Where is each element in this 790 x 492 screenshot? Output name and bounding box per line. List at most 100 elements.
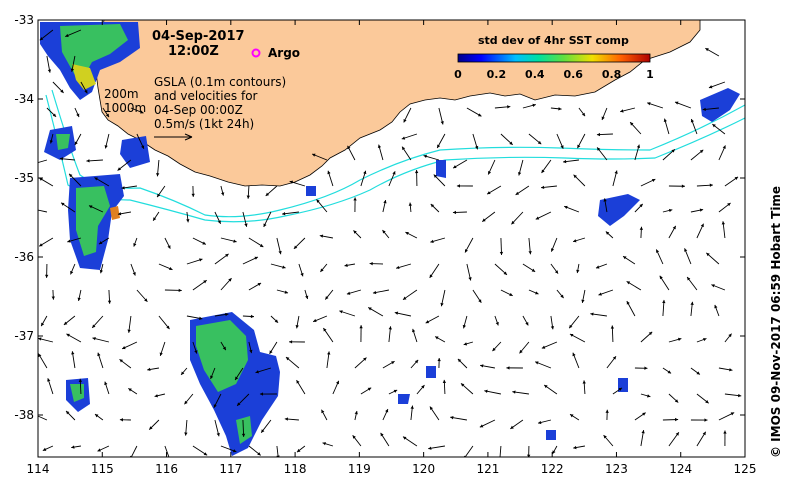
velocity-arrow <box>326 351 331 369</box>
velocity-arrow <box>220 445 237 453</box>
velocity-arrow <box>662 208 673 213</box>
velocity-arrow <box>408 202 412 213</box>
velocity-arrow <box>410 405 414 421</box>
velocity-arrow <box>382 408 389 421</box>
velocity-arrow <box>395 263 412 270</box>
velocity-arrow <box>213 393 222 408</box>
velocity-arrow <box>40 315 48 327</box>
velocity-arrow <box>416 384 425 395</box>
velocity-arrow <box>543 384 558 395</box>
velocity-arrow <box>494 105 511 109</box>
velocity-arrow <box>46 55 52 73</box>
velocity-arrow <box>696 223 704 239</box>
x-tick-label: 123 <box>605 462 628 476</box>
velocity-arrow <box>186 211 190 223</box>
velocity-arrow <box>634 203 644 213</box>
velocity-arrow <box>248 341 253 354</box>
velocity-arrow <box>405 231 418 239</box>
velocity-arrow <box>38 415 48 421</box>
velocity-arrow <box>412 328 418 343</box>
velocity-arrow <box>668 184 685 188</box>
velocity-arrow <box>220 277 232 291</box>
velocity-arrow <box>332 380 340 395</box>
velocity-arrow <box>360 170 367 187</box>
velocity-arrow <box>573 174 586 187</box>
velocity-arrow <box>104 133 110 149</box>
velocity-arrow <box>401 133 418 140</box>
velocity-arrow <box>541 159 552 174</box>
velocity-arrow <box>552 445 558 455</box>
velocity-arrow <box>147 367 159 372</box>
gsla-line-4: 0.5m/s (1kt 24h) <box>154 117 254 131</box>
velocity-arrow <box>626 300 636 317</box>
velocity-arrow <box>191 185 195 197</box>
velocity-arrow <box>601 107 608 121</box>
velocity-arrow <box>603 434 614 447</box>
velocity-arrow <box>377 144 384 161</box>
velocity-arrow <box>248 237 264 248</box>
velocity-arrow <box>550 315 555 330</box>
velocity-arrow <box>319 234 334 239</box>
velocity-arrow <box>403 107 412 123</box>
argo-label: Argo <box>268 46 300 60</box>
velocity-arrow <box>696 431 707 447</box>
velocity-arrow <box>718 202 731 213</box>
velocity-arrow <box>724 333 732 343</box>
y-tick-label: -33 <box>14 13 34 27</box>
velocity-arrow <box>550 237 558 252</box>
velocity-arrow <box>535 211 552 220</box>
velocity-arrow <box>320 263 328 273</box>
velocity-arrow <box>107 289 112 304</box>
velocity-arrow <box>92 337 110 343</box>
date-label: 04-Sep-2017 <box>152 29 245 44</box>
velocity-arrow <box>603 198 608 213</box>
x-tick-label: 120 <box>412 462 435 476</box>
velocity-arrow <box>296 379 306 395</box>
velocity-arrow <box>696 393 709 404</box>
velocity-arrow <box>569 333 586 343</box>
y-tick-label: -38 <box>14 408 34 422</box>
velocity-arrow <box>97 352 104 369</box>
velocity-arrow <box>311 153 328 161</box>
velocity-arrow <box>668 225 677 239</box>
velocity-arrow <box>690 367 701 375</box>
x-tick-label: 121 <box>476 462 499 476</box>
velocity-arrow <box>255 367 272 374</box>
velocity-arrow <box>192 237 207 245</box>
velocity-arrow <box>690 118 698 135</box>
velocity-arrow <box>78 378 83 395</box>
velocity-arrow <box>260 419 272 433</box>
velocity-arrow <box>372 289 390 295</box>
velocity-arrow <box>590 312 607 317</box>
velocity-arrow <box>668 432 680 447</box>
velocity-arrow <box>59 157 75 161</box>
velocity-arrow <box>304 289 309 300</box>
velocity-arrow <box>312 315 328 323</box>
velocity-arrow <box>354 357 367 369</box>
velocity-arrow <box>49 133 54 144</box>
velocity-arrow <box>572 237 586 243</box>
velocity-arrow <box>718 412 735 421</box>
velocity-arrow <box>702 107 719 112</box>
colorbar <box>457 53 651 63</box>
velocity-arrow <box>462 315 468 329</box>
y-axis: -33 -34 -35 -36 -37 -38 <box>14 13 745 422</box>
velocity-arrow <box>433 174 446 187</box>
velocity-arrow <box>622 255 636 265</box>
velocity-arrow <box>102 107 110 118</box>
colorbar-title: std dev of 4hr SST comp <box>478 34 629 47</box>
velocity-arrow <box>450 416 467 421</box>
velocity-arrow <box>354 410 358 421</box>
velocity-arrow <box>184 419 188 436</box>
velocity-arrow <box>562 159 579 164</box>
velocity-arrow <box>270 315 279 324</box>
velocity-arrow <box>690 418 708 422</box>
velocity-arrow <box>430 237 446 243</box>
velocity-arrow <box>248 445 261 456</box>
velocity-arrow <box>500 289 513 297</box>
velocity-arrow <box>540 185 557 190</box>
velocity-arrow <box>127 315 132 333</box>
velocity-arrow <box>537 419 552 425</box>
velocity-arrow <box>324 289 334 300</box>
velocity-arrow <box>640 178 656 187</box>
